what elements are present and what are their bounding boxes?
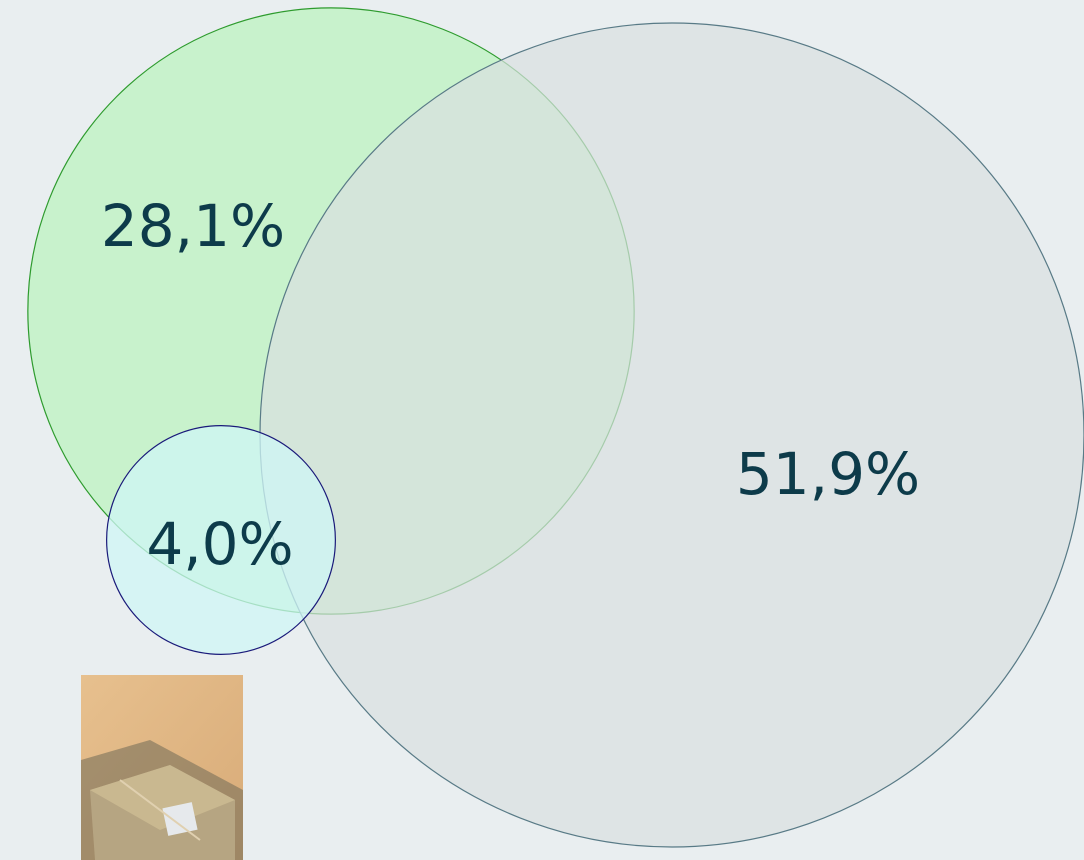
value-label: 4,0% — [146, 510, 293, 578]
venn-circles — [27, 7, 1084, 848]
venn-circle — [106, 425, 336, 655]
package-photo — [81, 675, 243, 860]
venn-circle — [259, 22, 1084, 848]
value-label: 51,9% — [736, 440, 920, 508]
venn-labels: 28,1% 51,9% 4,0% — [101, 192, 920, 578]
value-label: 28,1% — [101, 192, 285, 260]
